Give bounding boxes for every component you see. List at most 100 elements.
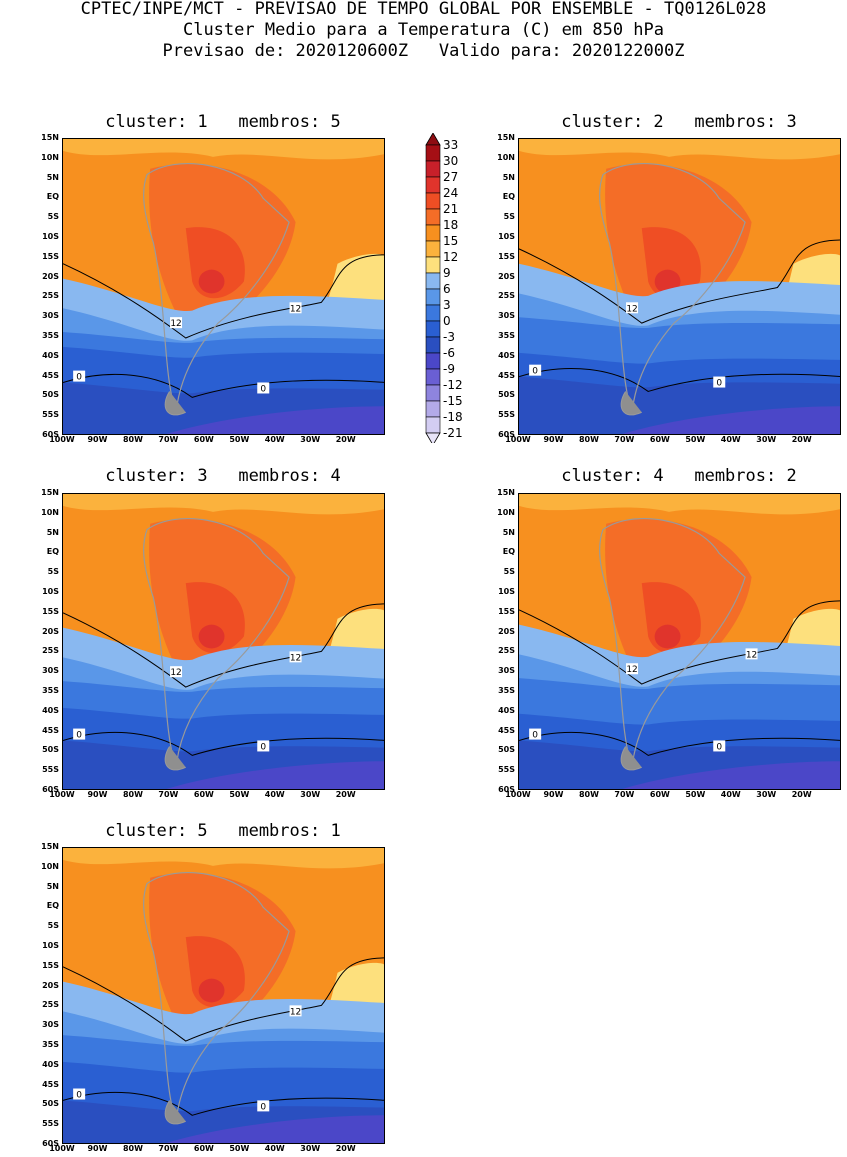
contour-label-12: 12 xyxy=(626,302,639,314)
lon-tick-label: 40W xyxy=(264,1144,285,1153)
lat-tick-label: 15N xyxy=(497,488,515,497)
lon-tick-label: 80W xyxy=(122,435,143,444)
contour-label-12: 12 xyxy=(289,651,302,663)
lon-tick-label: 90W xyxy=(543,790,564,799)
lat-tick-label: 50S xyxy=(498,390,515,400)
svg-text:12: 12 xyxy=(626,665,637,675)
lat-tick-label: 30S xyxy=(498,666,515,676)
lat-tick-label: 30S xyxy=(42,1020,59,1030)
lat-tick-label: 55S xyxy=(42,765,59,775)
colorbar-segment xyxy=(425,304,441,322)
lat-tick-label: 55S xyxy=(42,410,59,420)
panel-title-2: cluster: 2 membros: 3 xyxy=(561,112,797,132)
lon-tick-label: 30W xyxy=(300,790,321,799)
lat-tick-label: 15N xyxy=(497,133,515,142)
lon-tick-label: 40W xyxy=(720,435,741,444)
svg-text:12: 12 xyxy=(290,653,301,663)
svg-text:0: 0 xyxy=(532,367,538,377)
lat-tick-label: 10S xyxy=(498,232,515,241)
lat-tick-label: 60S xyxy=(42,785,59,794)
svg-text:0: 0 xyxy=(76,1091,82,1101)
colorbar-label: 6 xyxy=(443,282,451,296)
lat-tick-label: 10S xyxy=(42,941,59,950)
lat-tick-label: 50S xyxy=(42,745,59,755)
lon-tick-label: 70W xyxy=(158,435,179,444)
panel-title-5: cluster: 5 membros: 1 xyxy=(105,821,341,841)
lat-tick-label: 15N xyxy=(41,488,59,497)
panel-title-4: cluster: 4 membros: 2 xyxy=(561,466,797,486)
colorbar-label: 21 xyxy=(443,202,459,216)
lat-tick-label: 5S xyxy=(47,567,59,577)
lat-tick-label: 30S xyxy=(42,311,59,321)
svg-text:0: 0 xyxy=(76,731,82,741)
lat-tick-label: 35S xyxy=(42,1040,59,1049)
lat-tick-label: 5N xyxy=(502,172,515,182)
lon-tick-label: 60W xyxy=(649,790,670,799)
lon-tick-label: 50W xyxy=(229,790,250,799)
colorbar-segment xyxy=(425,160,441,178)
temperature-map-2: 12 0 0 xyxy=(519,139,840,434)
lat-tick-label: 35S xyxy=(498,686,515,695)
temperature-map-5: 12 0 0 xyxy=(63,848,384,1143)
lat-tick-label: 45S xyxy=(42,1079,59,1089)
lon-tick-label: 70W xyxy=(614,790,635,799)
lon-tick-label: 100W xyxy=(49,1144,75,1153)
svg-text:12: 12 xyxy=(170,319,181,329)
contour-label-12: 12 xyxy=(289,302,302,314)
colorbar-segment xyxy=(425,368,441,386)
contour-label-0: 0 xyxy=(257,740,270,752)
lat-tick-label: 25S xyxy=(42,291,59,301)
lat-tick-label: 40S xyxy=(498,350,515,360)
lat-tick-label: 30S xyxy=(42,666,59,676)
lat-tick-label: 25S xyxy=(498,291,515,301)
contour-label-0: 0 xyxy=(73,370,86,383)
lat-tick-label: EQ xyxy=(46,901,59,911)
colorbar: 33 30 27 24 21 18 15 12 9 6 3 0 -3 -6 -9 -12 -15 -18 -21 xyxy=(425,132,475,446)
lon-tick-label: 20W xyxy=(791,435,812,444)
svg-text:12: 12 xyxy=(290,304,301,314)
lon-tick-label: 30W xyxy=(300,1144,321,1153)
lat-tick-label: 30S xyxy=(498,311,515,321)
colorbar-label: -18 xyxy=(443,410,463,424)
lon-tick-label: 60W xyxy=(193,790,214,799)
lat-tick-label: 15S xyxy=(42,960,59,970)
contour-label-0: 0 xyxy=(73,1088,86,1101)
lat-tick-label: 45S xyxy=(42,725,59,735)
colorbar-label: 33 xyxy=(443,138,459,152)
lat-tick-label: 40S xyxy=(42,705,59,715)
lat-tick-label: 25S xyxy=(498,646,515,656)
lat-tick-label: 60S xyxy=(498,785,515,794)
lat-tick-label: 35S xyxy=(498,331,515,340)
contour-label-12: 12 xyxy=(745,648,758,660)
svg-text:0: 0 xyxy=(532,731,538,741)
colorbar-label: -3 xyxy=(443,330,455,344)
colorbar-label: 27 xyxy=(443,170,459,184)
lon-tick-label: 90W xyxy=(87,435,108,444)
lat-tick-label: 20S xyxy=(498,626,515,636)
colorbar-label: 18 xyxy=(443,218,459,232)
svg-text:0: 0 xyxy=(260,1102,266,1112)
colorbar-label: 15 xyxy=(443,234,459,248)
lat-tick-label: 25S xyxy=(42,646,59,656)
colorbar-segment xyxy=(425,272,441,290)
colorbar-svg xyxy=(425,132,441,446)
lon-tick-label: 30W xyxy=(756,435,777,444)
lon-tick-label: 60W xyxy=(193,1144,214,1153)
lon-tick-label: 100W xyxy=(49,435,75,444)
lat-tick-label: 10N xyxy=(41,861,59,871)
colorbar-segment xyxy=(425,192,441,210)
lon-tick-label: 70W xyxy=(614,435,635,444)
lat-tick-label: 10N xyxy=(41,152,59,162)
lat-tick-label: 45S xyxy=(498,370,515,380)
lat-tick-label: 5N xyxy=(46,881,59,891)
lat-tick-label: 20S xyxy=(42,980,59,990)
lat-tick-label: 15S xyxy=(42,251,59,261)
lon-tick-label: 50W xyxy=(229,435,250,444)
lon-tick-label: 40W xyxy=(264,435,285,444)
lon-tick-label: 60W xyxy=(649,435,670,444)
figure-dates: Previsao de: 2020120600Z Valido para: 20… xyxy=(162,41,685,61)
contour-label-0: 0 xyxy=(257,382,270,394)
svg-text:12: 12 xyxy=(746,650,757,660)
map-panel-1: 12 12 0 0 xyxy=(62,138,385,435)
contour-label-0: 0 xyxy=(529,364,542,377)
